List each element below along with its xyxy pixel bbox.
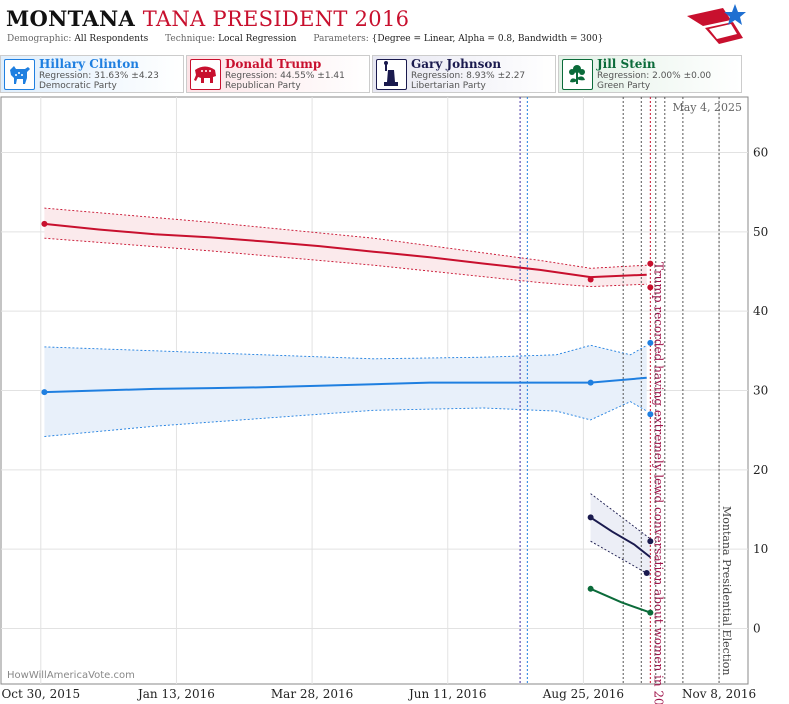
donald-trump-band — [44, 208, 647, 287]
jill-stein-trend-line — [590, 587, 651, 614]
flower-icon — [562, 59, 593, 90]
demographic-value: All Respondents — [74, 34, 149, 44]
candidate-name: Hillary Clinton — [39, 57, 139, 71]
axis-ticks: 0 10 20 30 40 50 60 Oct 30, 2015 Jan 13, 2016 Mar… — [1, 146, 768, 701]
candidate-party: Democratic Party — [39, 81, 117, 91]
hillary-clinton-trend-line — [44, 376, 647, 394]
candidate-name: Donald Trump — [225, 57, 322, 71]
candidate-card-trump: Donald Trump Regression: 44.55% ±1.41 Re… — [186, 55, 370, 93]
candidate-name: Jill Stein — [597, 57, 656, 71]
x-tick-label: Mar 28, 2016 — [271, 687, 353, 701]
event-label: Trump recorded having extremely lewd con… — [651, 262, 665, 704]
hillary-clinton-poll-point — [647, 411, 654, 418]
gary-johnson-poll-point — [587, 514, 594, 521]
parameters-line: Demographic: All Respondents Technique: … — [7, 34, 617, 44]
gary-johnson-poll-point — [643, 569, 650, 576]
technique-value: Local Regression — [218, 34, 297, 44]
logo-stripe-gap — [709, 24, 737, 39]
hillary-clinton-poll-point — [41, 389, 48, 396]
gary-johnson-upper-bound — [590, 493, 651, 540]
x-tick-label: Jun 11, 2016 — [407, 687, 487, 701]
logo-star-icon — [724, 4, 746, 25]
logo-stripe-top — [687, 8, 731, 26]
series-lines — [44, 222, 651, 614]
candidate-card-johnson: Gary Johnson Regression: 8.93% ±2.27 Lib… — [372, 55, 556, 93]
y-tick-label: 60 — [753, 146, 768, 160]
gary-johnson-lower-bound — [590, 540, 651, 576]
donald-trump-poll-point — [41, 220, 48, 227]
candidate-card-stein: Jill Stein Regression: 2.00% ±0.00 Green… — [558, 55, 742, 93]
y-tick-label: 40 — [753, 304, 768, 318]
demographic-label: Demographic: — [7, 34, 72, 44]
donald-trump-trend-line — [44, 222, 647, 279]
technique-label: Technique: — [165, 34, 216, 44]
candidate-regression: Regression: 44.55% ±1.41 — [225, 71, 345, 81]
title-state: MONTANA — [6, 6, 136, 31]
elephant-icon — [190, 59, 221, 90]
candidate-name: Gary Johnson — [411, 57, 502, 71]
date-stamp: May 4, 2025 — [672, 101, 742, 114]
chart: Trump recorded having extremely lewd con… — [0, 96, 768, 704]
y-tick-label: 10 — [753, 542, 768, 556]
x-tick-label: Oct 30, 2015 — [1, 687, 80, 701]
donald-trump-lower-bound — [44, 237, 647, 288]
parameters-label: Parameters: — [313, 34, 369, 44]
donald-trump-poll-point — [647, 284, 654, 291]
site-logo — [683, 2, 749, 52]
y-tick-label: 0 — [753, 621, 761, 635]
candidate-party: Green Party — [597, 81, 651, 91]
poll-points — [41, 220, 654, 616]
candidate-regression: Regression: 31.63% ±4.23 — [39, 71, 159, 81]
candidate-card-clinton: Hillary Clinton Regression: 31.63% ±4.23… — [0, 55, 184, 93]
title-rest: TANA PRESIDENT 2016 — [142, 7, 410, 31]
candidate-party: Republican Party — [225, 81, 301, 91]
y-tick-label: 30 — [753, 384, 768, 398]
watermark: HowWillAmericaVote.com — [7, 670, 135, 681]
y-tick-label: 50 — [753, 225, 768, 239]
liberty-statue-icon — [376, 59, 407, 90]
header: MONTANA TANA PRESIDENT 2016 Demographic:… — [0, 0, 789, 96]
parameters-value: {Degree = Linear, Alpha = 0.8, Bandwidth… — [371, 34, 604, 44]
candidate-regression: Regression: 8.93% ±2.27 — [411, 71, 526, 81]
x-tick-label: Jan 13, 2016 — [136, 687, 215, 701]
jill-stein-poll-point — [647, 609, 654, 616]
event-lines: Trump recorded having extremely lewd con… — [519, 97, 733, 704]
candidate-regression: Regression: 2.00% ±0.00 — [597, 71, 712, 81]
x-tick-label: Nov 8, 2016 — [682, 687, 756, 701]
hillary-clinton-poll-point — [587, 379, 594, 386]
gary-johnson-band — [590, 493, 651, 576]
x-tick-label: Aug 25, 2016 — [542, 687, 624, 701]
jill-stein-poll-point — [587, 585, 594, 592]
event-label: Montana Presidential Election — [720, 506, 733, 675]
hillary-clinton-poll-point — [647, 339, 654, 346]
confidence-bands — [44, 207, 651, 576]
page-title: MONTANA TANA PRESIDENT 2016 — [6, 6, 409, 31]
candidate-party: Libertarian Party — [411, 81, 486, 91]
donkey-icon — [4, 59, 35, 90]
donald-trump-poll-point — [647, 260, 654, 267]
donald-trump-poll-point — [587, 276, 594, 283]
y-tick-label: 20 — [753, 463, 768, 477]
gary-johnson-poll-point — [647, 538, 654, 545]
hillary-clinton-band — [44, 345, 647, 437]
hillary-clinton-lower-bound — [44, 401, 647, 437]
gary-johnson-trend-line — [590, 516, 651, 558]
